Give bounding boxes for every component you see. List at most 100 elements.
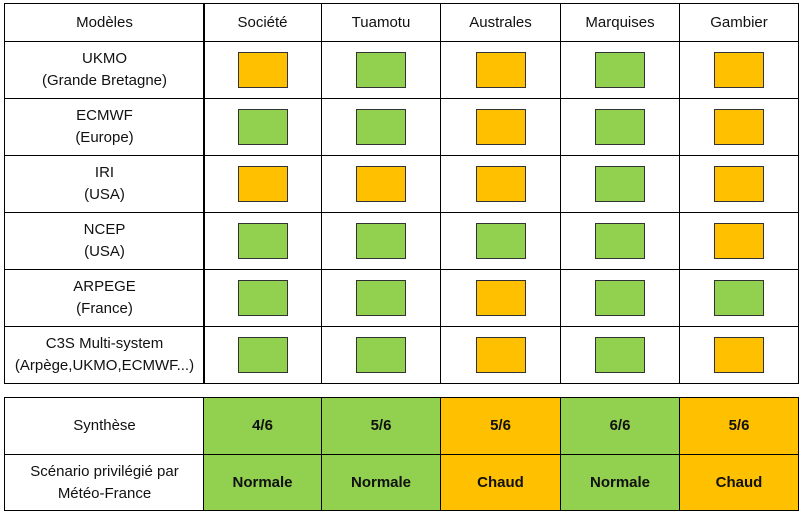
summary-value: 5/6 [370,417,392,434]
model-cell: NCEP (USA) [4,212,205,270]
model-label: UKMO [82,50,127,67]
status-square [595,109,645,145]
status-square [237,166,288,202]
status-cell [560,212,680,270]
summary-value: 5/6 [490,417,511,434]
status-square [475,280,526,316]
status-square [475,109,526,145]
status-square [595,223,645,259]
status-cell [440,98,561,156]
summary-cell: 4/6 [203,397,322,455]
status-square [595,337,645,373]
summary-value: 6/6 [609,417,631,434]
summary-label: Scénario privilégié par [30,462,179,480]
status-square [595,166,645,202]
status-square [475,52,526,88]
status-cell [679,41,799,99]
status-square [237,223,288,259]
status-cell [679,326,799,384]
model-cell: ARPEGE (France) [4,269,205,327]
status-cell [560,269,680,327]
status-cell [321,41,441,99]
model-cell: ECMWF (Europe) [4,98,205,156]
status-cell [321,155,441,213]
status-square [714,109,764,145]
status-square [356,337,406,373]
status-cell [203,269,322,327]
status-square [475,337,526,373]
summary-label-cell: Scénario privilégié par Météo-France [4,454,205,511]
model-cell: IRI (USA) [4,155,205,213]
status-square [475,166,526,202]
status-cell [440,326,561,384]
header-cell: Marquises [560,3,680,42]
header-text: Marquises [585,13,655,31]
status-square [356,166,406,202]
status-cell [440,269,561,327]
summary-cell: 5/6 [679,397,799,455]
summary-cell: 5/6 [440,397,561,455]
status-square [237,109,288,145]
model-cell: UKMO (Grande Bretagne) [4,41,205,99]
status-square [356,109,406,145]
model-label: NCEP [83,221,126,238]
status-square [714,280,764,316]
model-label: C3S Multi-system [45,335,164,352]
status-cell [440,155,561,213]
model-label: (Europe) [75,129,134,146]
status-square [356,52,406,88]
status-square [356,280,406,316]
summary-cell: Chaud [679,454,799,511]
summary-label: Météo-France [57,484,152,502]
status-cell [203,155,322,213]
status-square [237,337,288,373]
summary-label-cell: Synthèse [4,397,205,455]
summary-label: Synthèse [73,417,136,434]
status-square [237,52,288,88]
header-cell: Modèles [4,3,205,42]
status-cell [679,212,799,270]
status-cell [203,326,322,384]
status-square [714,166,764,202]
status-cell [560,155,680,213]
header-cell: Tuamotu [321,3,441,42]
status-cell [560,98,680,156]
status-square [595,280,645,316]
status-square [475,223,526,259]
model-label: (Grande Bretagne) [41,72,168,89]
status-cell [679,155,799,213]
status-cell [203,41,322,99]
status-square [237,280,288,316]
status-cell [679,269,799,327]
status-square [714,223,764,259]
model-label: (USA) [84,243,125,260]
summary-value: Normale [589,473,651,491]
model-cell: C3S Multi-system (Arpège,UKMO,ECMWF...) [4,326,205,384]
summary-value: Normale [350,473,412,491]
status-cell [679,98,799,156]
status-cell [321,212,441,270]
summary-value: 5/6 [728,417,750,434]
status-square [714,337,764,373]
model-label: ECMWF [76,107,133,124]
status-cell [560,326,680,384]
summary-value: Chaud [477,473,524,491]
summary-value: Chaud [715,473,763,491]
status-square [595,52,645,88]
summary-cell: 5/6 [321,397,441,455]
status-square [356,223,406,259]
header-text: Gambier [710,13,768,31]
status-cell [203,98,322,156]
header-cell: Gambier [679,3,799,42]
status-cell [440,41,561,99]
status-cell [321,98,441,156]
summary-value: 4/6 [252,417,273,434]
model-label: IRI [94,164,115,181]
summary-cell: Normale [203,454,322,511]
header-text: Société [237,13,288,31]
header-text: Australes [469,13,532,31]
status-cell [321,326,441,384]
summary-cell: Normale [321,454,441,511]
header-cell: Australes [440,3,561,42]
